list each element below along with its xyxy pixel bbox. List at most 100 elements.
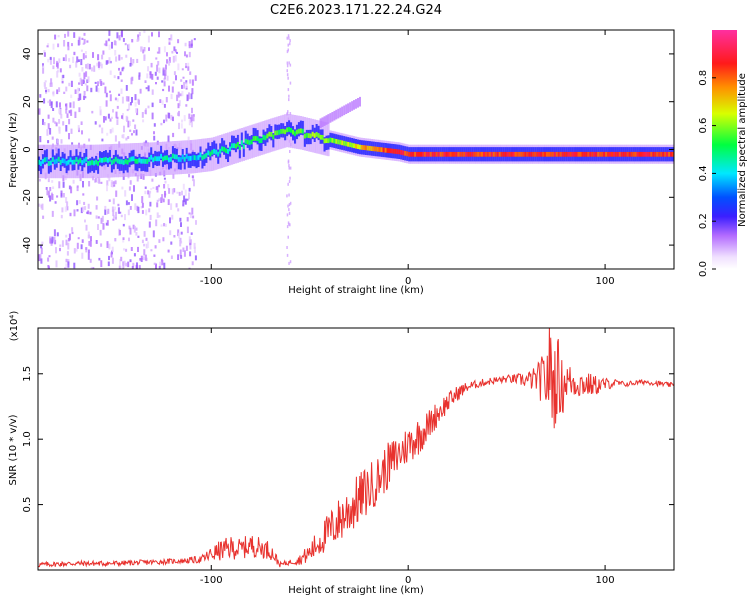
- noise-speckle: [186, 226, 189, 234]
- noise-speckle: [84, 96, 87, 99]
- noise-speckle: [150, 249, 153, 252]
- noise-speckle: [115, 111, 118, 119]
- ridge-band: [136, 156, 139, 172]
- ridge-core: [624, 151, 627, 157]
- noise-speckle: [101, 127, 104, 134]
- ridge-core: [404, 150, 407, 156]
- noise-speckle: [192, 215, 195, 219]
- noise-speckle: [143, 54, 146, 60]
- snr-plot-area: [38, 328, 674, 568]
- noise-speckle: [121, 115, 123, 119]
- ridge-core: [240, 140, 243, 146]
- noise-speckle: [289, 150, 291, 153]
- ridge-core: [559, 151, 562, 157]
- noise-speckle: [145, 243, 148, 249]
- ridge-core: [292, 129, 295, 135]
- noise-speckle: [56, 232, 59, 237]
- noise-speckle: [40, 258, 43, 264]
- noise-speckle: [67, 41, 70, 47]
- noise-speckle: [129, 227, 132, 235]
- noise-speckle: [59, 244, 62, 247]
- noise-speckle: [58, 127, 61, 134]
- ridge-core: [130, 156, 133, 162]
- ridge-core: [614, 151, 618, 157]
- ridge-core: [164, 155, 167, 161]
- chart-title: C2E6.2023.171.22.24.G24: [270, 3, 442, 18]
- noise-speckle: [137, 175, 140, 179]
- ridge-band: [69, 150, 72, 165]
- ridge-core: [303, 133, 306, 139]
- ridge-core: [93, 160, 96, 166]
- ridge-core: [148, 157, 151, 162]
- noise-speckle: [47, 178, 50, 183]
- noise-speckle: [148, 47, 150, 51]
- noise-speckle: [68, 185, 71, 190]
- noise-speckle: [67, 261, 70, 268]
- noise-speckle: [68, 58, 71, 62]
- ridge-band: [183, 155, 186, 170]
- noise-speckle: [162, 198, 165, 203]
- noise-speckle: [54, 121, 57, 124]
- noise-speckle: [122, 240, 125, 243]
- ridge-band: [177, 155, 180, 170]
- noise-speckle: [80, 59, 83, 66]
- noise-speckle: [171, 214, 174, 220]
- ridge-core: [231, 143, 234, 149]
- ridge-core: [536, 151, 539, 157]
- noise-speckle: [63, 91, 66, 94]
- ridge-core: [347, 141, 350, 147]
- noise-speckle: [95, 205, 98, 210]
- noise-speckle: [158, 198, 161, 202]
- ridge-core: [406, 151, 409, 157]
- x-tick-label: 100: [596, 575, 615, 586]
- noise-speckle: [176, 51, 178, 54]
- noise-speckle: [289, 112, 292, 115]
- ridge-core: [290, 128, 293, 133]
- noise-speckle: [181, 84, 183, 89]
- noise-speckle: [65, 109, 68, 114]
- echo-trail: [359, 96, 361, 107]
- noise-speckle: [107, 261, 110, 267]
- ridge-core: [181, 154, 184, 160]
- ridge-core: [670, 151, 673, 157]
- noise-speckle: [182, 200, 185, 207]
- noise-speckle: [42, 67, 45, 74]
- ridge-core: [124, 159, 127, 164]
- noise-speckle: [166, 52, 168, 57]
- noise-speckle: [157, 61, 160, 66]
- ridge-core: [581, 151, 584, 157]
- noise-speckle: [81, 67, 84, 72]
- noise-speckle: [143, 231, 146, 237]
- noise-speckle: [109, 60, 112, 64]
- ridge-core: [620, 151, 623, 157]
- noise-speckle: [188, 51, 191, 58]
- noise-speckle: [153, 135, 156, 141]
- noise-speckle: [132, 59, 135, 64]
- noise-speckle: [180, 79, 183, 82]
- noise-speckle: [47, 100, 50, 104]
- noise-speckle: [132, 224, 135, 230]
- echo-trail: [323, 116, 326, 126]
- noise-speckle: [129, 102, 132, 106]
- noise-speckle: [88, 63, 91, 70]
- noise-speckle: [99, 62, 102, 67]
- noise-speckle: [286, 194, 288, 198]
- noise-speckle: [180, 231, 183, 235]
- noise-speckle: [123, 248, 125, 251]
- noise-speckle: [155, 82, 157, 85]
- ridge-core: [288, 127, 291, 132]
- noise-speckle: [140, 255, 143, 260]
- noise-speckle: [132, 119, 135, 122]
- noise-speckle: [170, 114, 173, 121]
- noise-speckle: [174, 49, 177, 53]
- ridge-core: [187, 156, 190, 161]
- noise-speckle: [73, 209, 76, 217]
- ridge-core: [104, 157, 108, 162]
- noise-speckle: [125, 262, 128, 267]
- ridge-core: [85, 156, 88, 162]
- noise-speckle: [56, 69, 59, 73]
- ridge-core: [294, 131, 297, 137]
- noise-speckle: [64, 33, 66, 38]
- noise-speckle: [87, 203, 90, 209]
